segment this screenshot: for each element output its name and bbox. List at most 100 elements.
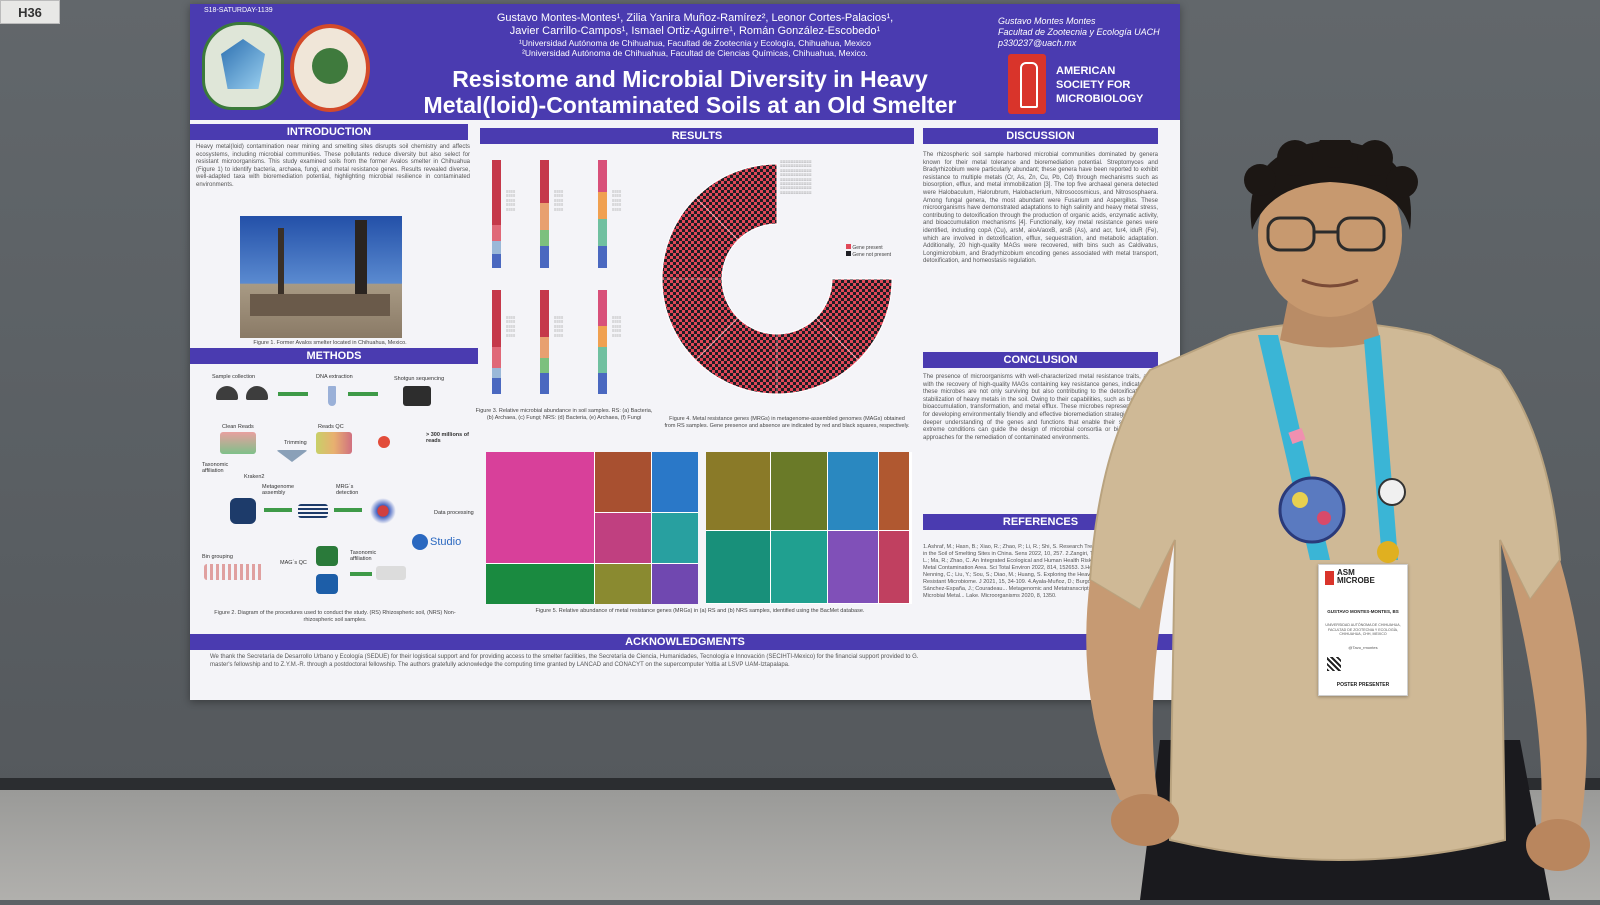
contact-block: Gustavo Montes Montes Facultad de Zootec…: [998, 16, 1173, 49]
acknowledgments-text: We thank the Secretaría de Desarrollo Ur…: [210, 654, 1160, 669]
gene-network-icon: [370, 498, 396, 524]
contigs-icon: [298, 504, 328, 518]
left-hand: [1111, 794, 1179, 846]
ack-line-2: master's fellowship and to Z.Y.M.-R. thr…: [210, 661, 790, 668]
introduction-text: Heavy metal(loid) contamination near min…: [196, 144, 470, 188]
reads-qc-plot: [316, 432, 352, 454]
checkm-icon: [316, 546, 338, 566]
face: [1258, 153, 1402, 317]
legend-present: Gene present: [852, 245, 883, 251]
mrg-detection-label: MRG´s detection: [336, 484, 359, 496]
asm-line-1: AMERICAN: [1056, 65, 1116, 77]
name-badge: ASM MICROBE GUSTAVO MONTES-MONTES, BS UN…: [1318, 564, 1408, 696]
data-processing-label: Data processing: [434, 510, 474, 516]
badge-role: POSTER PRESENTER: [1336, 682, 1390, 688]
stacked-bar: [540, 290, 549, 394]
smile: [1301, 278, 1359, 288]
discussion-text: The rhizospheric soil sample harbored mi…: [923, 152, 1158, 265]
figure-5a-treemap: [486, 452, 698, 604]
clean-reads-label: Clean Reads: [222, 424, 254, 430]
treemap-cell: [652, 564, 698, 604]
treemap-cell: [595, 452, 651, 512]
flag-pin: [1377, 541, 1399, 563]
taxonomic-affiliation-2-label: Taxonomic affiliation: [350, 550, 377, 562]
asm-logo-text: AMERICAN SOCIETY FOR MICROBIOLOGY: [1056, 64, 1143, 106]
smokestack-left: [278, 228, 284, 308]
legend-absent: Gene not present: [852, 252, 892, 258]
contact-name: Gustavo Montes Montes: [998, 16, 1096, 26]
results-heading: RESULTS: [480, 128, 914, 144]
binning-plot: [204, 564, 264, 580]
figure-5-caption: Figure 5. Relative abundance of metal re…: [535, 608, 865, 614]
fig4-legend: Gene present Gene not present: [846, 244, 891, 258]
affiliation-2: ²Universidad Autónoma de Chihuahua, Facu…: [522, 48, 868, 58]
asm-badge-logo: [1325, 571, 1334, 585]
badge-brand-1: ASM: [1337, 568, 1355, 577]
treemap-cell: [828, 452, 878, 530]
stacked-bar: [598, 290, 607, 394]
figure-2-caption: Figure 2. Diagram of the procedures used…: [214, 610, 456, 623]
badge-name: GUSTAVO MONTES-MONTES, BS: [1327, 609, 1399, 614]
badge-handle: @Tavo_rmontes: [1348, 645, 1378, 650]
stacked-bar: [492, 160, 501, 268]
stacked-bar: [540, 160, 549, 268]
badge-affiliation: UNIVERSIDAD AUTÓNOMA DE CHIHUAHUA, FACUL…: [1325, 623, 1401, 637]
figure-3-caption: Figure 3. Relative microbial abundance i…: [475, 408, 653, 421]
smelter-buildings: [250, 294, 390, 316]
research-poster: S18-SATURDAY-1139 Gustavo Montes-Montes¹…: [190, 4, 1180, 700]
reads-count-label: > 300 millions of reads: [426, 432, 469, 444]
scissors-icon: [276, 450, 308, 462]
asm-logo: AMERICAN SOCIETY FOR MICROBIOLOGY: [1008, 54, 1148, 116]
author-block: Gustavo Montes-Montes¹, Zilia Yanira Muñ…: [420, 12, 970, 58]
asm-line-2: SOCIETY FOR: [1056, 79, 1131, 91]
authors-line-1: Gustavo Montes-Montes¹, Zilia Yanira Muñ…: [496, 12, 894, 24]
microscope-icon: [1008, 54, 1046, 114]
contact-faculty: Facultad de Zootecnia y Ecología UACH: [998, 27, 1160, 37]
legend-lines: ≡≡≡≡ ≡≡≡≡ ≡≡≡≡ ≡≡≡≡ ≡≡≡≡: [554, 189, 564, 212]
references-text: 1.Ashraf, M.; Hasn, B.; Xiao, R.; Zhao, …: [923, 544, 1130, 599]
sample-collection-label: Sample collection: [212, 374, 256, 380]
arrow-icon: [350, 572, 372, 576]
university-shield-logo: [202, 22, 284, 110]
treemap-cell: [652, 513, 698, 563]
ack-line-1: We thank the Secretaría de Desarrollo Ur…: [210, 654, 919, 660]
studio-label: Studio: [430, 536, 462, 548]
smelter-photo: [240, 216, 402, 338]
metagenome-assembly-label: Metagenome assembly: [262, 484, 295, 496]
airplane-pin: [1378, 478, 1406, 506]
gtdb-icon: [316, 574, 338, 594]
qr-code-icon: [1327, 657, 1341, 671]
treemap-cell: [771, 531, 827, 603]
legend-lines: ≡≡≡≡ ≡≡≡≡ ≡≡≡≡ ≡≡≡≡ ≡≡≡≡: [506, 315, 516, 338]
treemap-cell: [652, 452, 698, 512]
affiliation-1: ¹Universidad Autónoma de Chihuahua, Facu…: [518, 38, 872, 48]
treemap-cell: [771, 452, 827, 530]
acknowledgments-heading: ACKNOWLEDGMENTS: [190, 634, 1180, 650]
faculty-seal-logo: [290, 24, 370, 112]
legend-lines: ≡≡≡≡ ≡≡≡≡ ≡≡≡≡ ≡≡≡≡ ≡≡≡≡: [554, 315, 564, 338]
soil-pile-icon: [216, 386, 238, 400]
button-pin: [1278, 476, 1346, 544]
clean-reads-plot: [220, 432, 256, 454]
legend-lines: ≡≡≡≡ ≡≡≡≡ ≡≡≡≡ ≡≡≡≡ ≡≡≡≡: [612, 315, 622, 338]
corner-tag: H36: [0, 0, 60, 24]
shotgun-label: Shotgun sequencing: [394, 376, 445, 382]
figure-5b-treemap: [706, 452, 912, 604]
glasses-icon: [1266, 216, 1386, 252]
treemap-cell: [486, 564, 594, 604]
gtdbtk-icon: [376, 566, 406, 580]
small-pin: [1288, 427, 1306, 445]
rstudio-icon: [412, 534, 428, 550]
mag-qc-label: MAG´s QC: [280, 560, 307, 566]
reads-qc-label: Reads QC: [318, 424, 344, 430]
title-line-2: Metal(loid)-Contaminated Soils at an Old…: [423, 92, 957, 118]
poster-presenter: ASM MICROBE GUSTAVO MONTES-MONTES, BS UN…: [1080, 132, 1600, 900]
trimming-label: Trimming: [284, 440, 307, 446]
mag-label-list: ≡≡≡≡≡≡≡≡≡≡≡≡ ≡≡≡≡≡≡≡≡≡≡≡≡ ≡≡≡≡≡≡≡≡≡≡≡≡ ≡≡≡≡…: [780, 159, 812, 195]
treemap-cell: [706, 531, 770, 603]
treemap-cell: [879, 452, 909, 530]
circular-heatmap-svg: [661, 163, 893, 395]
treemap-cell: [706, 452, 770, 530]
presenter-figure: [1086, 132, 1590, 900]
conclusion-heading: CONCLUSION: [923, 352, 1158, 368]
